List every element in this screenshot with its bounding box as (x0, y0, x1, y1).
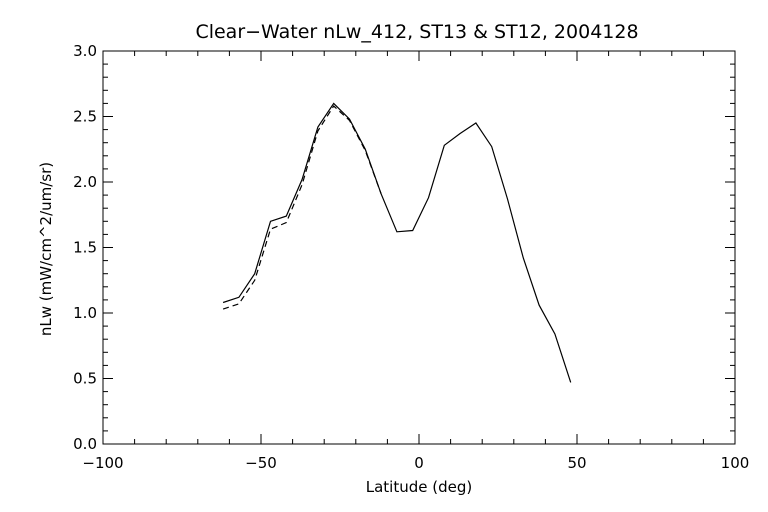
x-axis-label: Latitude (deg) (366, 478, 472, 496)
series-line-dashed (222, 105, 382, 310)
chart-title: Clear−Water nLw_412, ST13 & ST12, 200412… (195, 21, 638, 43)
series-layer (222, 102, 572, 383)
x-tick-label: −50 (245, 454, 277, 472)
y-tick-label: 2.5 (73, 108, 97, 126)
plot-border (102, 50, 736, 445)
series-line-solid (222, 102, 572, 383)
axis-ticks: −100 −50 0 50 100 0.0 0.5 1.0 1.5 2.0 2.5 3.0 (73, 42, 749, 472)
y-axis-label: nLw (mW/cm^2/um/sr) (37, 162, 55, 336)
y-tick-label: 3.0 (73, 42, 97, 60)
y-tick-label: 1.0 (73, 304, 97, 322)
y-tick-label: 1.5 (73, 239, 97, 257)
x-tick-label: 50 (567, 454, 586, 472)
y-tick-label: 0.0 (73, 435, 97, 453)
plot-frame (102, 50, 736, 445)
x-tick-label: 100 (721, 454, 750, 472)
x-tick-label: −100 (82, 454, 123, 472)
y-tick-label: 0.5 (73, 370, 97, 388)
y-tick-label: 2.0 (73, 173, 97, 191)
x-tick-label: 0 (414, 454, 424, 472)
